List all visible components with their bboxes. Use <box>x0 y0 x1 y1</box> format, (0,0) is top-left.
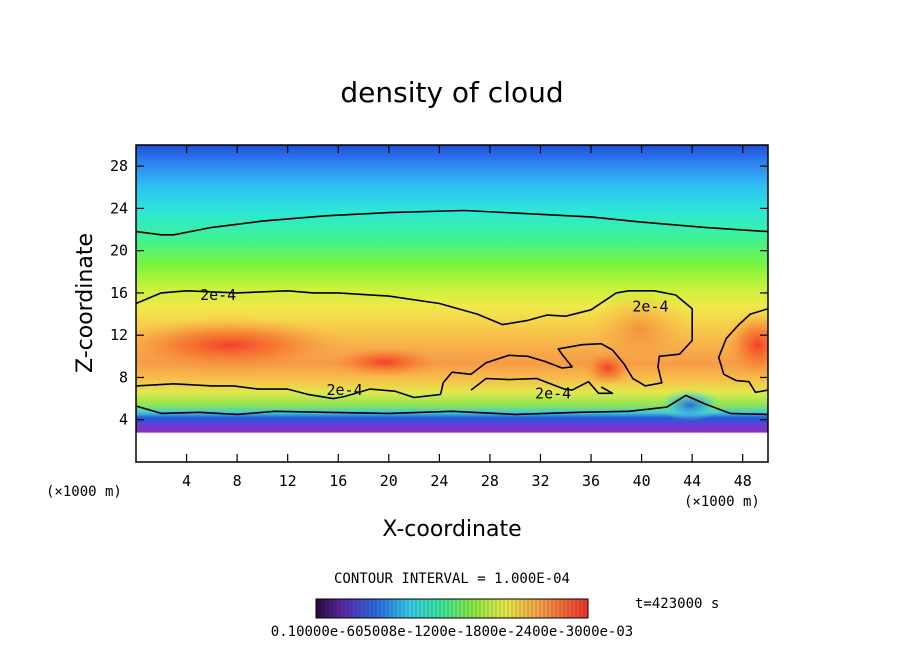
x-tick-label: 4 <box>182 472 191 490</box>
y-tick-label: 24 <box>110 199 128 217</box>
density-maximum-center <box>325 346 445 378</box>
y-tick-label: 8 <box>119 368 128 386</box>
x-tick-label: 8 <box>233 472 242 490</box>
colorbar-stripes <box>315 599 585 618</box>
x-tick-label: 24 <box>430 472 448 490</box>
y-tick-label: 28 <box>110 157 128 175</box>
contour-label: 2e-4 <box>200 286 236 304</box>
density-maximum-edge <box>724 310 768 380</box>
contour-interval-text: CONTOUR INTERVAL = 1.000E-04 <box>334 571 570 587</box>
contour-line <box>136 290 693 395</box>
contour-line <box>470 377 614 395</box>
x-axis-unit-left: (×1000 m) <box>46 484 122 500</box>
colorbar-tick-labels: 0.10000e-605008e-1200e-1800e-2400e-3000e… <box>271 624 633 640</box>
x-axis-unit-right: (×1000 m) <box>684 494 760 510</box>
x-axis-ticks: 4 8 12 16 20 24 28 32 36 40 44 48 <box>182 145 752 490</box>
y-tick-label: 16 <box>110 284 128 302</box>
contour-lines <box>136 209 768 416</box>
contour-line <box>717 308 768 394</box>
contour-label: 2e-4 <box>632 298 668 316</box>
density-maximum-left <box>136 317 350 373</box>
y-axis-ticks: 4 8 12 16 20 24 28 <box>110 157 768 429</box>
time-label: t=423000 s <box>635 596 719 612</box>
contour-line <box>136 209 768 236</box>
y-tick-label: 4 <box>119 411 128 429</box>
x-tick-label: 36 <box>582 472 600 490</box>
chart-title: density of cloud <box>340 76 563 109</box>
contour-line <box>136 394 768 416</box>
contour-label: 2e-4 <box>535 384 571 402</box>
plot-area: 2e-4 2e-4 2e-4 2e-4 <box>136 145 768 462</box>
y-axis-label: Z-coordinate <box>73 233 98 373</box>
x-tick-label: 44 <box>683 472 701 490</box>
colorbar <box>315 598 589 619</box>
contour-label: 2e-4 <box>326 381 362 399</box>
y-tick-label: 12 <box>110 326 128 344</box>
x-axis-label: X-coordinate <box>382 517 521 542</box>
contour-labels: 2e-4 2e-4 2e-4 2e-4 <box>200 286 668 402</box>
x-tick-label: 20 <box>380 472 398 490</box>
contour-line <box>136 383 441 400</box>
x-tick-label: 28 <box>481 472 499 490</box>
x-tick-label: 12 <box>279 472 297 490</box>
plot-frame <box>135 144 769 463</box>
x-tick-label: 16 <box>329 472 347 490</box>
density-low-region <box>658 389 722 421</box>
y-tick-label: 20 <box>110 242 128 260</box>
x-tick-label: 48 <box>734 472 752 490</box>
x-tick-label: 32 <box>531 472 549 490</box>
x-tick-label: 40 <box>633 472 651 490</box>
